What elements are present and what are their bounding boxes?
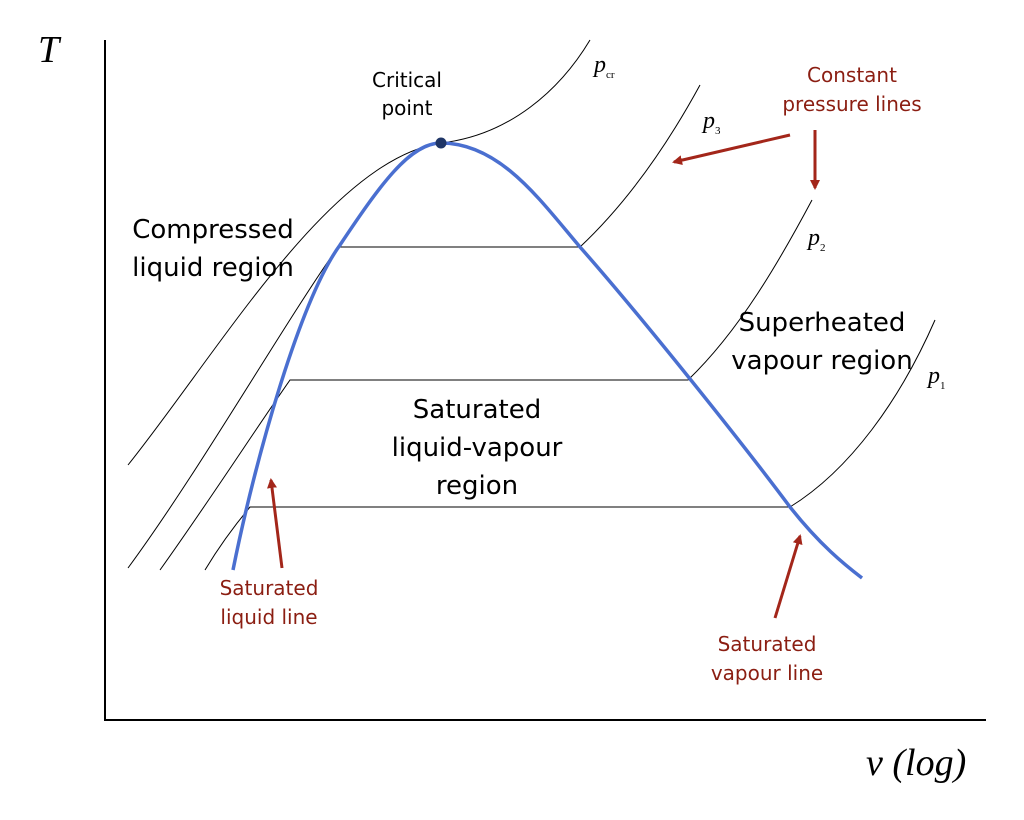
x-axis-label: v (log) [866,742,966,784]
annotation: pressure lines [782,92,921,116]
pressure-symbol: p [592,52,606,78]
annotation-arrow [267,478,284,569]
pressure-subscript: 1 [940,380,946,392]
pressure-symbol: p [806,225,820,251]
annotation: Constant [807,63,897,87]
pressure-line [159,199,813,571]
pressure-line [204,319,936,571]
annotation: liquid line [220,605,317,629]
pressure-label: p1 [926,363,946,392]
annotation: Saturated [220,576,319,600]
region-label: vapour region [731,346,912,376]
pressure-subscript: 3 [715,125,721,137]
pressure-label: pcr [592,52,615,81]
axes: T v (log) [38,29,986,784]
pressure-symbol: p [926,363,940,389]
region-label: Superheated [739,308,906,338]
region-label: liquid-vapour [392,433,563,463]
pressure-subscript: 2 [820,242,826,254]
critical-point-label: point [381,96,432,120]
annotation-arrow [773,534,803,619]
annotation: vapour line [711,661,823,685]
pressure-line [127,39,591,466]
critical-point-label: Critical [372,68,442,92]
region-label: Saturated [413,395,541,425]
region-label: region [436,471,518,501]
region-label: liquid region [132,253,294,283]
pressure-line [127,84,701,569]
critical-point-marker [435,137,447,149]
saturation-dome [231,141,864,580]
annotation: Saturated [718,632,817,656]
pressure-label: p3 [701,108,721,137]
pressure-symbol: p [701,108,715,134]
y-axis-label: T [38,29,62,71]
pressure-lines [127,39,936,571]
pressure-label: p2 [806,225,826,254]
annotation-arrow [672,133,791,166]
pressure-subscript: cr [606,69,615,81]
region-label: Compressed [132,215,294,245]
